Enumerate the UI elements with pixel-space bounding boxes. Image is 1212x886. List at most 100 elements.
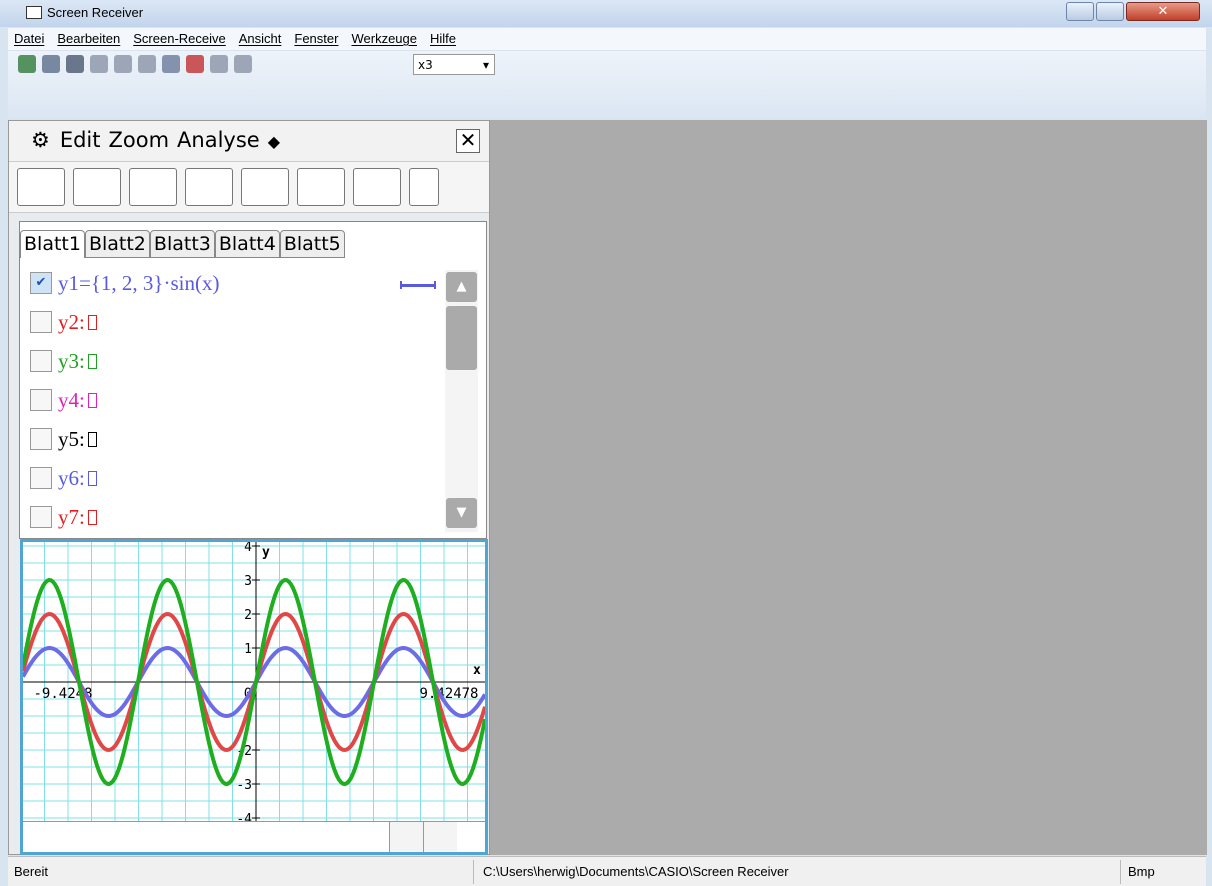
toolbar-button[interactable]: [114, 55, 132, 73]
menu-item[interactable]: Ansicht: [238, 31, 282, 46]
y-tick-label: 3: [244, 574, 252, 589]
tool-icon[interactable]: [241, 168, 289, 206]
separator: [1120, 860, 1121, 884]
menu-item[interactable]: Datei: [14, 31, 45, 46]
menu-item[interactable]: Screen-Receive: [133, 31, 226, 46]
line-style[interactable]: [400, 281, 436, 289]
y-tick-label: -4: [236, 812, 252, 822]
tool-icon[interactable]: [297, 168, 345, 206]
function-row[interactable]: y5:: [30, 424, 97, 454]
toolbar-icons: [18, 55, 300, 75]
panel-menu-item[interactable]: Analyse: [177, 128, 260, 152]
function-text: y5:: [58, 426, 85, 451]
function-row[interactable]: y4:: [30, 385, 97, 415]
function-text: y3:: [58, 348, 85, 373]
panel-menu-item[interactable]: Zoom: [108, 128, 170, 152]
cursor-box: [87, 314, 97, 330]
function-text: y2:: [58, 309, 85, 334]
tool-icon[interactable]: [129, 168, 177, 206]
y-tick-label: 1: [244, 642, 252, 657]
toolbar-button[interactable]: [18, 55, 36, 73]
function-row[interactable]: y7:: [30, 502, 97, 532]
function-row[interactable]: y2:: [30, 307, 97, 337]
checkbox[interactable]: [30, 311, 52, 333]
separator: [473, 860, 474, 884]
input-line[interactable]: [23, 821, 485, 852]
function-row[interactable]: ✔ y1={1, 2, 3}·sin(x): [30, 268, 220, 298]
checkbox[interactable]: [30, 467, 52, 489]
checkbox[interactable]: [30, 389, 52, 411]
toolbar-button[interactable]: [66, 55, 84, 73]
toolbar-button[interactable]: [162, 55, 180, 73]
menu-item[interactable]: Werkzeuge: [351, 31, 417, 46]
function-text: y7:: [58, 504, 85, 529]
menu-item[interactable]: Fenster: [294, 31, 339, 46]
menu-item[interactable]: Hilfe: [429, 31, 456, 46]
tool-icon[interactable]: [185, 168, 233, 206]
checkbox[interactable]: ✔: [30, 272, 52, 294]
cursor-box: [87, 431, 97, 447]
checkbox[interactable]: [30, 350, 52, 372]
menu-item[interactable]: Bearbeiten: [57, 31, 121, 46]
minimize-button[interactable]: [1066, 2, 1094, 21]
scroll-thumb[interactable]: [446, 306, 477, 370]
y-tick-label: 2: [244, 608, 252, 623]
app-icon: [26, 6, 42, 19]
checkbox[interactable]: [30, 506, 52, 528]
sheet-tab[interactable]: Blatt2: [84, 230, 150, 258]
sheet-tab[interactable]: Blatt3: [149, 230, 215, 258]
sheet-tab[interactable]: Blatt4: [214, 230, 280, 258]
graph-panel: ⚙ Edit Zoom Analyse ◆ ✕ Blatt1 Blatt2 Blatt3 Bl…: [8, 120, 490, 855]
function-list: Blatt1 Blatt2 Blatt3 Blatt4 Blatt5 ✔ y1={1, 2…: [19, 221, 487, 539]
tool-icon[interactable]: [353, 168, 401, 206]
tool-icon[interactable]: [409, 168, 439, 206]
toolbar-button[interactable]: [90, 55, 108, 73]
title-bar: Screen Receiver ✕: [0, 0, 1212, 27]
icon-bar: [9, 161, 489, 213]
scrollbar[interactable]: ▲ ▼: [445, 270, 478, 532]
settings-icon[interactable]: ⚙: [31, 128, 50, 152]
status-path: C:\Users\herwig\Documents\CASIO\Screen R…: [483, 864, 789, 879]
paste-button[interactable]: [423, 822, 457, 852]
close-button[interactable]: ✕: [1126, 2, 1200, 21]
panel-menu-item[interactable]: Edit: [59, 128, 101, 152]
status-format: Bmp: [1128, 864, 1155, 879]
sheet-tab[interactable]: Blatt5: [279, 230, 345, 258]
cursor-box: [87, 509, 97, 525]
toolbar-button[interactable]: [186, 55, 204, 73]
maximize-button[interactable]: [1096, 2, 1124, 21]
zoom-value: x3: [418, 58, 433, 72]
function-row[interactable]: y3:: [30, 346, 97, 376]
zoom-select[interactable]: x3 ▾: [413, 54, 495, 75]
sheet-tab[interactable]: Blatt1: [20, 230, 85, 258]
cursor-box: [87, 392, 97, 408]
function-text: y1={1, 2, 3}·sin(x): [58, 270, 220, 295]
toolbar: x3 ▾: [8, 51, 1206, 119]
y-tick-label: -3: [236, 778, 252, 793]
toolbar-button[interactable]: [138, 55, 156, 73]
menu-bar: Datei Bearbeiten Screen-Receive Ansicht Fens…: [8, 28, 1206, 50]
cursor-box: [87, 470, 97, 486]
window-title: Screen Receiver: [47, 5, 144, 20]
scroll-down[interactable]: ▼: [446, 498, 477, 528]
toolbar-button[interactable]: [42, 55, 60, 73]
toolbar-button[interactable]: [210, 55, 228, 73]
status-bar: Bereit C:\Users\herwig\Documents\CASIO\S…: [8, 856, 1206, 886]
y-tick-label: 4: [244, 542, 252, 555]
x-axis-label: x: [473, 663, 481, 678]
tool-icon[interactable]: [17, 168, 65, 206]
function-row[interactable]: y6:: [30, 463, 97, 493]
checkbox[interactable]: [30, 428, 52, 450]
tool-icon[interactable]: [73, 168, 121, 206]
toolbar-button[interactable]: [234, 55, 252, 73]
function-text: y6:: [58, 465, 85, 490]
panel-menu: ⚙ Edit Zoom Analyse ◆: [9, 121, 489, 161]
scroll-up[interactable]: ▲: [446, 272, 477, 302]
status-state: Bereit: [14, 864, 48, 879]
menu-arrow[interactable]: ◆: [267, 132, 281, 151]
x-tick-label: -9.4248: [33, 686, 92, 702]
copy-button[interactable]: [389, 822, 423, 852]
panel-close[interactable]: ✕: [456, 129, 480, 153]
